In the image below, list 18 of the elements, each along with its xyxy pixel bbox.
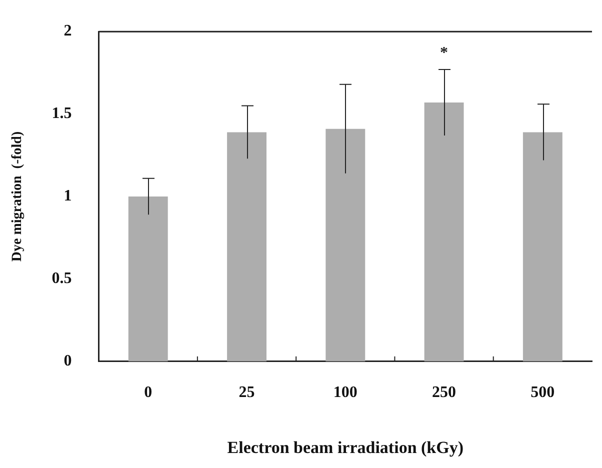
bar: [522, 132, 562, 362]
bar: [326, 128, 366, 362]
bar: [227, 132, 266, 362]
bar: [128, 196, 168, 362]
x-tick-label: 250: [432, 384, 456, 402]
y-tick-label: 0: [64, 352, 72, 370]
y-tick-label: 1: [64, 188, 72, 205]
y-tick-label: 0.5: [52, 270, 72, 288]
x-tick-label: 100: [333, 384, 358, 402]
y-axis-title: Dye migration (-fold): [10, 131, 26, 262]
x-tick-label: 500: [530, 384, 555, 402]
annotation: *: [440, 44, 448, 62]
y-tick-label: 2: [64, 22, 72, 40]
y-tick-label: 1.5: [52, 105, 72, 122]
x-tick-label: 25: [238, 384, 255, 402]
bar: [424, 102, 464, 362]
x-tick-label: 0: [144, 384, 152, 402]
x-axis-title: Electron beam irradiation (kGy): [227, 438, 464, 458]
